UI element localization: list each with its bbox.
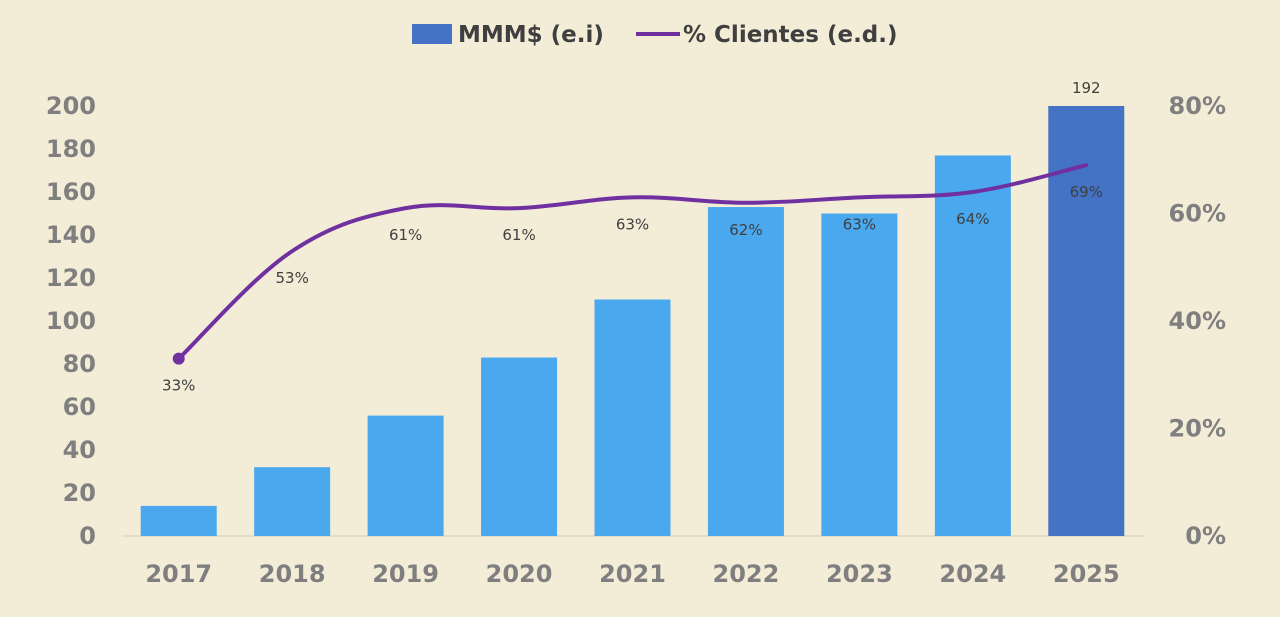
bar-2018: [254, 467, 331, 536]
line-data-label: 33%: [162, 377, 195, 395]
bar-2017: [140, 505, 217, 536]
bar-series: [140, 106, 1125, 537]
y-left-tick-label: 180: [46, 135, 96, 163]
y-left-tick-label: 20: [63, 479, 96, 507]
bar-2020: [481, 357, 558, 536]
line-data-label: 53%: [275, 269, 308, 287]
bar-2023: [821, 213, 898, 536]
y-left-tick-label: 0: [79, 522, 96, 550]
line-data-label: 69%: [1070, 183, 1103, 201]
x-tick-label: 2020: [486, 560, 553, 588]
y-right-tick-label: 0%: [1185, 522, 1226, 550]
bar-2019: [367, 415, 444, 536]
clientes-line: [176, 163, 1089, 361]
y-right-tick-label: 20%: [1169, 415, 1226, 443]
y-right-tick-label: 60%: [1169, 200, 1226, 228]
bar-2021: [594, 299, 671, 536]
x-axis-ticks: 2017 2018 2019 2020 2021 2022 2023 2024 2025: [145, 560, 1119, 588]
x-tick-label: 2024: [939, 560, 1006, 588]
y-left-tick-label: 160: [46, 178, 96, 206]
line-data-label: 61%: [502, 226, 535, 244]
line-start-marker: [172, 352, 185, 365]
y-left-tick-label: 40: [63, 436, 96, 464]
bar-2024: [934, 155, 1011, 536]
legend-bar-swatch: [412, 24, 452, 44]
y-left-tick-label: 80: [63, 350, 96, 378]
x-tick-label: 2025: [1053, 560, 1120, 588]
y-left-tick-label: 60: [63, 393, 96, 421]
y-left-tick-label: 200: [46, 92, 96, 120]
legend-line-label: % Clientes (e.d.): [683, 22, 898, 48]
x-tick-label: 2018: [259, 560, 326, 588]
line-data-label: 63%: [843, 215, 876, 233]
legend-bar-label: MMM$ (e.i): [458, 22, 604, 48]
bar-2025: [1048, 106, 1125, 536]
line-series: [172, 163, 1089, 365]
x-tick-label: 2021: [599, 560, 666, 588]
line-data-label: 62%: [729, 221, 762, 239]
line-data-label: 61%: [389, 226, 422, 244]
bar-2022: [707, 207, 784, 537]
y-right-tick-label: 80%: [1169, 92, 1226, 120]
line-data-label: 64%: [956, 210, 989, 228]
bar-data-label: 192: [1072, 79, 1101, 97]
legend: MMM$ (e.i) % Clientes (e.d.): [412, 22, 898, 48]
y-right-tick-label: 40%: [1169, 307, 1226, 335]
y-left-tick-label: 120: [46, 264, 96, 292]
x-tick-label: 2022: [713, 560, 780, 588]
line-data-label: 63%: [616, 215, 649, 233]
left-axis: 0 20 40 60 80 100 120 140 160 180 200: [46, 92, 96, 550]
data-labels: 33% 53% 61% 61% 63% 62% 63% 64% 69% 192: [162, 79, 1103, 395]
x-tick-label: 2023: [826, 560, 893, 588]
y-left-tick-label: 140: [46, 221, 96, 249]
y-left-tick-label: 100: [46, 307, 96, 335]
right-axis: 0% 20% 40% 60% 80%: [1169, 92, 1226, 550]
x-tick-label: 2019: [372, 560, 439, 588]
x-tick-label: 2017: [145, 560, 212, 588]
